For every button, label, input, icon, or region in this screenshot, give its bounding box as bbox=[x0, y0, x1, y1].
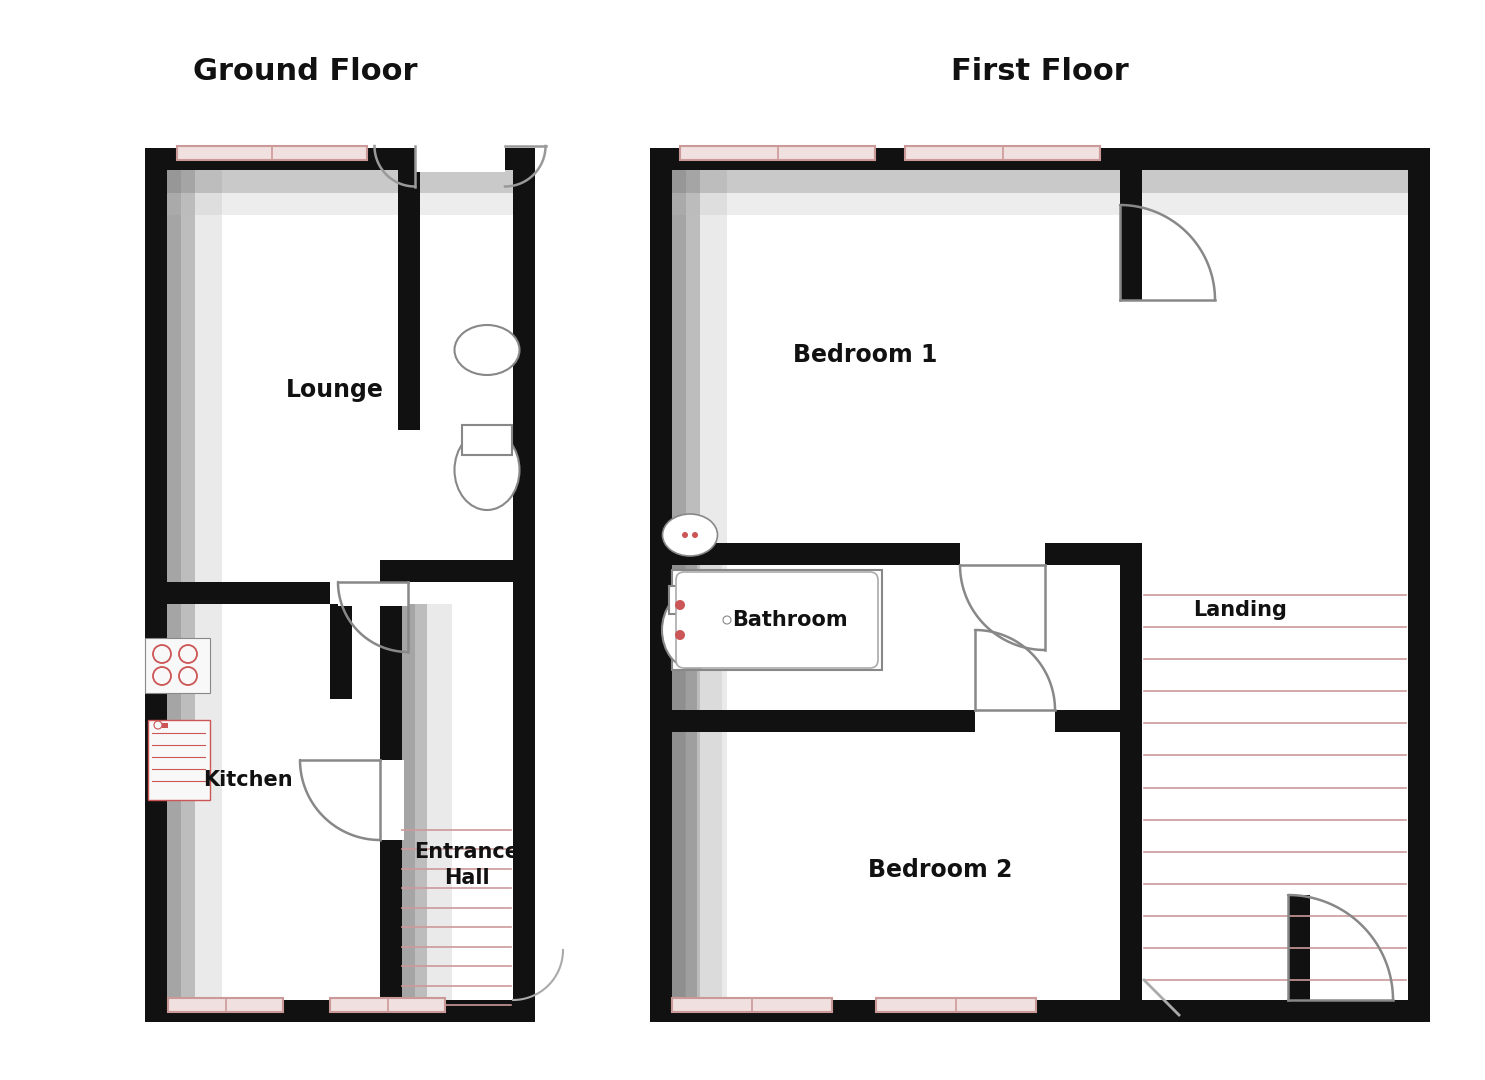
Bar bbox=[195, 170, 221, 1000]
Bar bbox=[146, 148, 535, 170]
Ellipse shape bbox=[454, 325, 520, 375]
Bar bbox=[673, 565, 685, 710]
Ellipse shape bbox=[662, 591, 725, 669]
Bar bbox=[673, 570, 882, 670]
Bar bbox=[146, 638, 209, 693]
Bar bbox=[673, 192, 1408, 215]
Bar bbox=[673, 732, 696, 1000]
Bar bbox=[680, 146, 875, 160]
Bar bbox=[166, 170, 181, 1000]
Bar bbox=[428, 604, 451, 1000]
Bar bbox=[650, 710, 1142, 732]
Bar bbox=[177, 146, 367, 160]
Ellipse shape bbox=[662, 514, 717, 556]
Text: Kitchen: Kitchen bbox=[203, 770, 293, 789]
Bar bbox=[673, 170, 1408, 1000]
Bar bbox=[1408, 148, 1430, 1022]
Ellipse shape bbox=[454, 430, 520, 510]
Bar bbox=[904, 146, 1100, 160]
Bar bbox=[976, 710, 1054, 734]
Bar bbox=[650, 148, 1430, 170]
Bar bbox=[673, 565, 696, 710]
Bar bbox=[330, 604, 352, 699]
Bar bbox=[670, 586, 717, 615]
Bar bbox=[398, 170, 420, 430]
Bar bbox=[1120, 300, 1143, 395]
Bar bbox=[699, 170, 728, 1000]
Bar bbox=[380, 561, 535, 582]
Bar bbox=[673, 170, 699, 1000]
Bar bbox=[166, 192, 512, 215]
Text: Bathroom: Bathroom bbox=[732, 610, 848, 630]
Bar bbox=[166, 170, 512, 1000]
Bar bbox=[673, 998, 832, 1012]
Bar bbox=[673, 170, 1408, 192]
Text: Bedroom 1: Bedroom 1 bbox=[793, 343, 937, 367]
Bar bbox=[512, 148, 535, 1022]
Bar bbox=[696, 732, 722, 1000]
Circle shape bbox=[692, 532, 698, 538]
Bar bbox=[696, 565, 722, 710]
Bar bbox=[148, 720, 209, 800]
Bar bbox=[380, 760, 404, 840]
Bar bbox=[166, 170, 512, 192]
Bar bbox=[330, 998, 446, 1012]
Bar bbox=[402, 604, 414, 1000]
Circle shape bbox=[676, 600, 685, 610]
Bar bbox=[162, 723, 168, 728]
Bar bbox=[414, 148, 505, 172]
Bar bbox=[959, 543, 1045, 567]
Bar bbox=[1287, 895, 1310, 1000]
Bar bbox=[166, 170, 195, 1000]
Circle shape bbox=[676, 630, 685, 640]
Bar bbox=[673, 170, 686, 1000]
Text: Landing: Landing bbox=[1192, 600, 1287, 620]
Bar bbox=[876, 998, 1037, 1012]
Bar bbox=[380, 582, 402, 1000]
Bar bbox=[146, 148, 166, 1022]
FancyBboxPatch shape bbox=[676, 572, 878, 669]
Bar bbox=[339, 582, 408, 606]
Bar bbox=[673, 732, 685, 1000]
Bar bbox=[462, 426, 512, 455]
Bar bbox=[402, 604, 428, 1000]
Bar bbox=[650, 543, 1120, 565]
Text: Bedroom 2: Bedroom 2 bbox=[867, 858, 1013, 882]
Bar bbox=[330, 604, 347, 669]
Bar bbox=[650, 1000, 1430, 1022]
Bar bbox=[146, 582, 330, 604]
Bar bbox=[146, 1000, 535, 1022]
Bar bbox=[1120, 543, 1142, 1000]
Text: Lounge: Lounge bbox=[287, 378, 385, 402]
Text: Entrance
Hall: Entrance Hall bbox=[414, 841, 520, 888]
Text: First Floor: First Floor bbox=[950, 57, 1129, 86]
Bar bbox=[1120, 170, 1142, 300]
Circle shape bbox=[682, 532, 688, 538]
Text: Ground Floor: Ground Floor bbox=[193, 57, 417, 86]
Bar bbox=[650, 148, 673, 1022]
Bar bbox=[168, 998, 284, 1012]
